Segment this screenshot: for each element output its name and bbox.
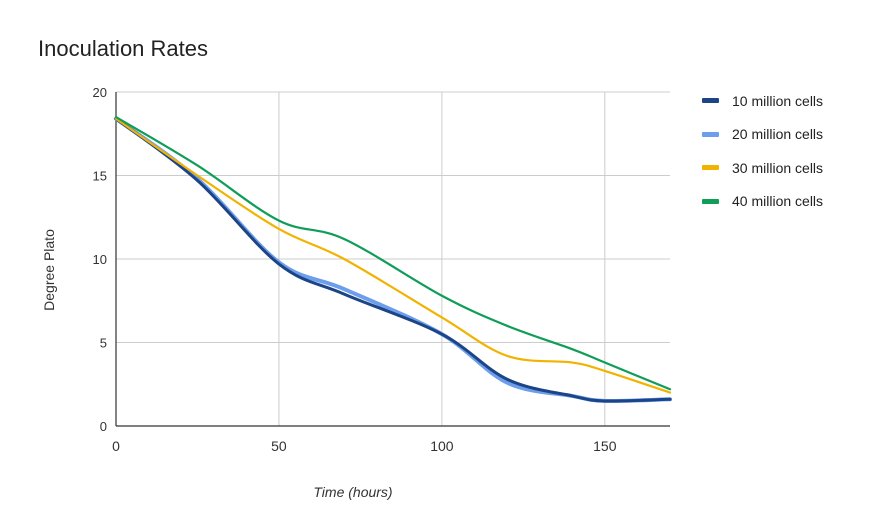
y-tick-label: 20 (93, 85, 107, 100)
legend-swatch (702, 131, 719, 137)
y-tick-label: 10 (93, 252, 107, 267)
y-tick-label: 15 (93, 169, 107, 184)
x-tick-label: 100 (430, 438, 454, 454)
y-tick-label: 0 (100, 419, 107, 434)
x-axis-label: Time (hours) (313, 484, 392, 500)
legend-item: 30 million cells (702, 151, 823, 185)
legend-swatch (702, 198, 719, 204)
series-line-10-million (114, 117, 672, 403)
series-line-20-million (114, 116, 672, 404)
x-tick-label: 0 (112, 438, 120, 454)
chart-title: Inoculation Rates (38, 36, 208, 61)
y-axis-label: Degree Plato (41, 229, 57, 311)
series-line-40-million (114, 115, 672, 391)
legend-label: 20 million cells (732, 126, 824, 143)
legend-item: 40 million cells (702, 185, 823, 219)
series-line-30-million (114, 117, 672, 394)
legend-item: 10 million cells (702, 84, 823, 118)
legend-swatch (702, 98, 719, 104)
legend: 10 million cells 20 million cells 30 milli… (702, 84, 823, 218)
x-tick-label: 50 (271, 438, 287, 454)
legend-label: 30 million cells (732, 159, 824, 176)
legend-label: 40 million cells (732, 193, 824, 210)
legend-swatch (702, 165, 719, 171)
x-tick-label: 150 (593, 438, 617, 454)
legend-label: 10 million cells (732, 92, 824, 109)
y-tick-label: 5 (100, 336, 107, 351)
legend-item: 20 million cells (702, 118, 823, 152)
